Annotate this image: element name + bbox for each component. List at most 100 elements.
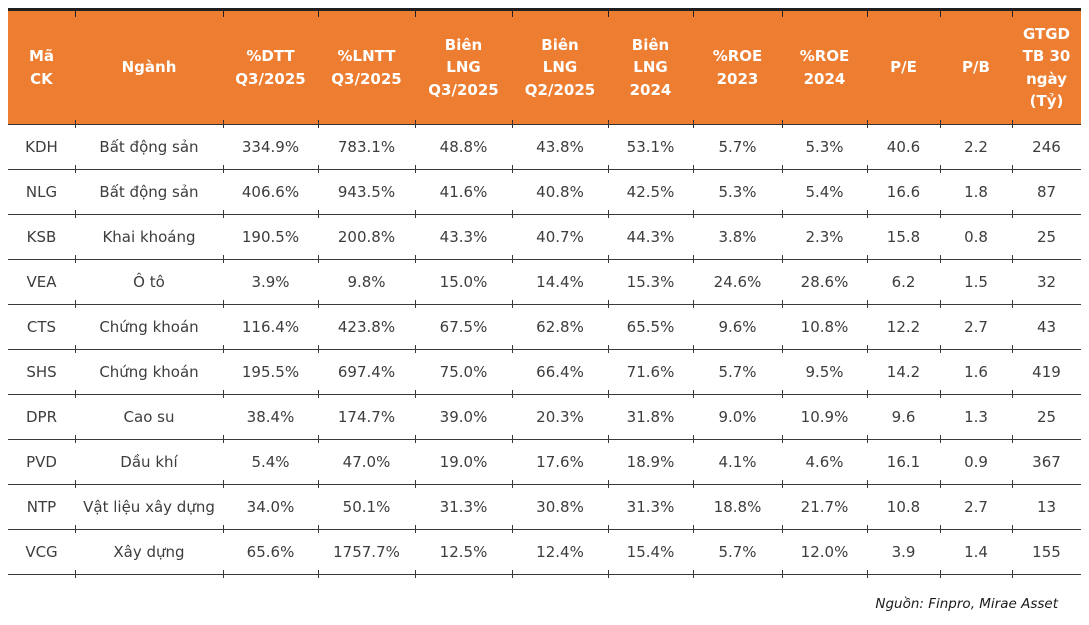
ticker-cell: CTS [8,305,75,350]
column-header-7: %ROE 2023 [692,8,782,128]
value-cell: 943.5% [317,170,415,218]
value-cell: 43.3% [414,215,512,263]
value-cell: 1.3 [939,395,1012,443]
column-header-1: Ngành [74,8,223,128]
column-header-11: GTGD TB 30 ngày (Tỷ) [1011,8,1081,128]
column-header-6: Biên LNG 2024 [607,8,693,128]
stock-metrics-table-wrap: Mã CK Ngành %DTT Q3/2025 %LNTT Q3/2025 Biên … [8,8,1081,578]
value-cell: 28.6% [781,260,867,308]
value-cell: 1.6 [939,350,1012,398]
value-cell: 12.4% [511,530,608,578]
value-cell: 15.8 [866,215,940,263]
value-cell: 75.0% [414,350,512,398]
value-cell: 9.0% [692,395,782,443]
value-cell: 34.0% [222,485,318,533]
value-cell: 5.4% [781,170,867,218]
value-cell: 10.8% [781,305,867,353]
value-cell: 53.1% [607,125,693,173]
value-cell: 40.8% [511,170,608,218]
value-cell: 9.5% [781,350,867,398]
value-cell: 25 [1011,395,1081,443]
table-row: KDH Bất động sản 334.9% 783.1% 48.8% 43.8% 53.… [8,125,1081,173]
value-cell: 65.5% [607,305,693,353]
value-cell: 2.7 [939,485,1012,533]
value-cell: 2.7 [939,305,1012,353]
table-body: KDH Bất động sản 334.9% 783.1% 48.8% 43.8% 53.… [8,125,1081,578]
value-cell: 31.3% [414,485,512,533]
industry-cell: Dầu khí [74,440,223,488]
ticker-cell: NTP [8,485,75,530]
value-cell: 5.7% [692,350,782,398]
table-row: KSB Khai khoáng 190.5% 200.8% 43.3% 40.7% 44.3… [8,215,1081,263]
value-cell: 5.7% [692,530,782,578]
value-cell: 65.6% [222,530,318,578]
value-cell: 12.5% [414,530,512,578]
value-cell: 67.5% [414,305,512,353]
industry-cell: Cao su [74,395,223,443]
value-cell: 406.6% [222,170,318,218]
column-header-10: P/B [939,8,1012,128]
value-cell: 38.4% [222,395,318,443]
ticker-cell: KSB [8,215,75,260]
table-row: CTS Chứng khoán 116.4% 423.8% 67.5% 62.8% 65.5… [8,305,1081,353]
value-cell: 9.6% [692,305,782,353]
table-row: NTP Vật liệu xây dựng 34.0% 50.1% 31.3% 30.8%… [8,485,1081,533]
value-cell: 18.8% [692,485,782,533]
stock-metrics-table: Mã CK Ngành %DTT Q3/2025 %LNTT Q3/2025 Biên … [8,8,1081,578]
industry-cell: Bất động sản [74,170,223,218]
value-cell: 0.9 [939,440,1012,488]
value-cell: 48.8% [414,125,512,173]
value-cell: 12.0% [781,530,867,578]
industry-cell: Xây dựng [74,530,223,578]
value-cell: 3.9% [222,260,318,308]
ticker-cell: SHS [8,350,75,395]
industry-cell: Bất động sản [74,125,223,173]
value-cell: 10.8 [866,485,940,533]
value-cell: 19.0% [414,440,512,488]
value-cell: 1.4 [939,530,1012,578]
table-header: Mã CK Ngành %DTT Q3/2025 %LNTT Q3/2025 Biên … [8,8,1081,128]
value-cell: 4.1% [692,440,782,488]
value-cell: 5.3% [781,125,867,173]
value-cell: 16.1 [866,440,940,488]
column-header-4: Biên LNG Q3/2025 [414,8,512,128]
value-cell: 5.3% [692,170,782,218]
value-cell: 783.1% [317,125,415,173]
industry-cell: Ô tô [74,260,223,308]
value-cell: 116.4% [222,305,318,353]
industry-cell: Chứng khoán [74,305,223,353]
value-cell: 174.7% [317,395,415,443]
value-cell: 87 [1011,170,1081,218]
column-header-5: Biên LNG Q2/2025 [511,8,608,128]
value-cell: 190.5% [222,215,318,263]
value-cell: 419 [1011,350,1081,398]
value-cell: 4.6% [781,440,867,488]
ticker-cell: VEA [8,260,75,305]
value-cell: 10.9% [781,395,867,443]
value-cell: 5.4% [222,440,318,488]
value-cell: 334.9% [222,125,318,173]
value-cell: 14.4% [511,260,608,308]
value-cell: 25 [1011,215,1081,263]
value-cell: 31.8% [607,395,693,443]
value-cell: 9.8% [317,260,415,308]
value-cell: 43 [1011,305,1081,353]
value-cell: 200.8% [317,215,415,263]
table-row: DPR Cao su 38.4% 174.7% 39.0% 20.3% 31.8% 9.0% 1… [8,395,1081,443]
value-cell: 20.3% [511,395,608,443]
industry-cell: Chứng khoán [74,350,223,398]
value-cell: 15.3% [607,260,693,308]
table-row: PVD Dầu khí 5.4% 47.0% 19.0% 17.6% 18.9% 4.1% 4.… [8,440,1081,488]
table-row: NLG Bất động sản 406.6% 943.5% 41.6% 40.8% 42.… [8,170,1081,218]
value-cell: 40.7% [511,215,608,263]
value-cell: 5.7% [692,125,782,173]
value-cell: 47.0% [317,440,415,488]
column-header-3: %LNTT Q3/2025 [317,8,415,128]
value-cell: 2.3% [781,215,867,263]
table-row: SHS Chứng khoán 195.5% 697.4% 75.0% 66.4% 71.6… [8,350,1081,398]
value-cell: 42.5% [607,170,693,218]
value-cell: 24.6% [692,260,782,308]
value-cell: 50.1% [317,485,415,533]
value-cell: 21.7% [781,485,867,533]
value-cell: 15.0% [414,260,512,308]
